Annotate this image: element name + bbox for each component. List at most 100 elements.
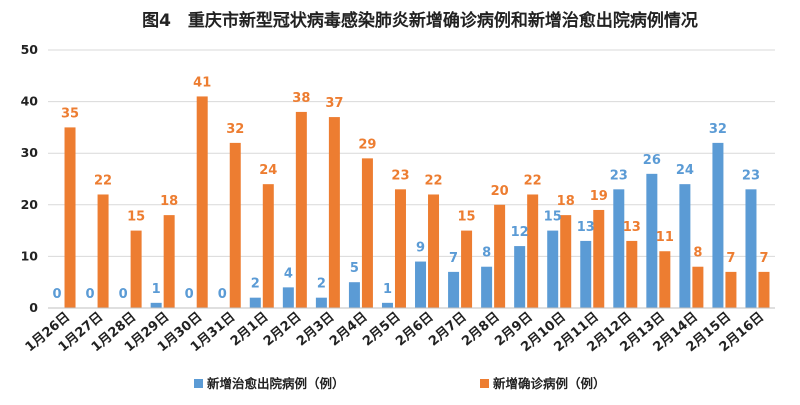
data-label-confirmed: 13 bbox=[623, 220, 641, 235]
y-tick-label: 50 bbox=[21, 42, 39, 57]
y-tick-label: 0 bbox=[29, 300, 38, 315]
chart-title: 图4 重庆市新型冠状病毒感染肺炎新增确诊病例和新增治愈出院病例情况 bbox=[142, 10, 698, 31]
data-label-confirmed: 15 bbox=[127, 210, 145, 225]
y-tick-label: 10 bbox=[21, 248, 39, 263]
data-label-recovered: 7 bbox=[449, 251, 458, 266]
bar-confirmed bbox=[196, 96, 208, 308]
legend-swatch-recovered bbox=[194, 379, 203, 388]
data-label-recovered: 0 bbox=[86, 287, 95, 302]
bar-recovered bbox=[348, 282, 360, 308]
data-label-confirmed: 32 bbox=[226, 122, 244, 137]
data-label-recovered: 4 bbox=[284, 266, 293, 281]
data-label-confirmed: 19 bbox=[590, 189, 608, 204]
data-label-confirmed: 15 bbox=[458, 210, 476, 225]
data-label-confirmed: 37 bbox=[325, 96, 343, 111]
data-label-recovered: 5 bbox=[350, 261, 359, 276]
data-label-confirmed: 11 bbox=[656, 230, 674, 245]
bar-recovered bbox=[282, 287, 294, 308]
bar-recovered bbox=[745, 189, 757, 308]
data-label-confirmed: 29 bbox=[358, 137, 376, 152]
gridlines bbox=[48, 49, 775, 257]
y-tick-label: 40 bbox=[21, 94, 39, 109]
bar-confirmed bbox=[692, 266, 704, 308]
data-label-recovered: 23 bbox=[742, 168, 760, 183]
bar-confirmed bbox=[394, 189, 406, 308]
data-label-recovered: 1 bbox=[152, 282, 161, 297]
bar-recovered bbox=[415, 261, 427, 308]
data-label-confirmed: 7 bbox=[726, 251, 735, 266]
bar-confirmed bbox=[163, 215, 175, 308]
bar-recovered bbox=[150, 302, 162, 308]
bar-recovered bbox=[646, 173, 658, 308]
bar-confirmed bbox=[130, 230, 142, 308]
bar-confirmed bbox=[461, 230, 473, 308]
data-label-recovered: 9 bbox=[416, 241, 425, 256]
bar-confirmed bbox=[97, 194, 109, 308]
legend-label-recovered: 新增治愈出院病例（例） bbox=[207, 376, 345, 391]
data-label-confirmed: 8 bbox=[693, 246, 702, 261]
data-label-recovered: 0 bbox=[185, 287, 194, 302]
bar-confirmed bbox=[262, 184, 274, 308]
data-label-recovered: 15 bbox=[544, 210, 562, 225]
data-label-confirmed: 7 bbox=[759, 251, 768, 266]
data-label-confirmed: 18 bbox=[160, 194, 178, 209]
data-label-recovered: 24 bbox=[676, 163, 694, 178]
data-label-confirmed: 41 bbox=[193, 75, 211, 90]
y-axis-ticks: 0 10 20 30 40 50 bbox=[21, 42, 39, 315]
bar-recovered bbox=[547, 230, 559, 308]
bar-confirmed bbox=[295, 111, 307, 308]
legend-label-confirmed: 新增确诊病例（例） bbox=[493, 376, 606, 391]
data-label-confirmed: 22 bbox=[94, 173, 112, 188]
bar-recovered bbox=[448, 271, 460, 308]
data-label-recovered: 13 bbox=[577, 220, 595, 235]
legend: 新增治愈出院病例（例） 新增确诊病例（例） bbox=[194, 376, 606, 391]
bar-recovered bbox=[249, 297, 261, 308]
bar-confirmed bbox=[229, 142, 241, 308]
bar-confirmed bbox=[527, 194, 539, 308]
data-label-recovered: 8 bbox=[482, 246, 491, 261]
bar-confirmed bbox=[494, 204, 506, 308]
data-label-recovered: 12 bbox=[511, 225, 529, 240]
bar-confirmed bbox=[560, 215, 572, 308]
data-label-confirmed: 20 bbox=[491, 184, 509, 199]
data-label-recovered: 1 bbox=[383, 282, 392, 297]
data-label-recovered: 23 bbox=[610, 168, 628, 183]
bar-recovered bbox=[712, 142, 724, 308]
data-label-confirmed: 35 bbox=[61, 106, 79, 121]
data-label-recovered: 2 bbox=[251, 277, 260, 292]
bar-confirmed bbox=[328, 117, 340, 308]
bar-recovered bbox=[481, 266, 493, 308]
data-label-recovered: 0 bbox=[218, 287, 227, 302]
data-label-recovered: 26 bbox=[643, 153, 661, 168]
data-label-recovered: 32 bbox=[709, 122, 727, 137]
bars bbox=[64, 96, 770, 309]
bar-confirmed bbox=[593, 209, 605, 308]
bar-confirmed bbox=[64, 127, 76, 309]
bar-recovered bbox=[679, 184, 691, 308]
legend-swatch-confirmed bbox=[480, 379, 489, 388]
bar-recovered bbox=[613, 189, 625, 308]
bar-confirmed bbox=[659, 251, 671, 308]
data-label-recovered: 0 bbox=[119, 287, 128, 302]
data-label-confirmed: 22 bbox=[424, 173, 442, 188]
bar-confirmed bbox=[725, 271, 737, 308]
y-tick-label: 20 bbox=[21, 197, 39, 212]
data-label-confirmed: 23 bbox=[391, 168, 409, 183]
bar-confirmed bbox=[361, 158, 373, 308]
y-tick-label: 30 bbox=[21, 145, 39, 160]
data-label-recovered: 2 bbox=[317, 277, 326, 292]
bar-confirmed bbox=[758, 271, 770, 308]
bar-recovered bbox=[514, 246, 526, 308]
data-label-confirmed: 24 bbox=[259, 163, 277, 178]
bar-recovered bbox=[315, 297, 327, 308]
bar-confirmed bbox=[428, 194, 440, 308]
x-axis-ticks: 1月26日1月27日1月28日1月29日1月30日1月31日2月1日2月2日2月… bbox=[23, 310, 767, 356]
data-label-recovered: 0 bbox=[52, 287, 61, 302]
data-label-confirmed: 22 bbox=[524, 173, 542, 188]
bar-recovered bbox=[580, 240, 592, 308]
bar-recovered bbox=[381, 302, 393, 308]
data-label-confirmed: 38 bbox=[292, 91, 310, 106]
data-label-confirmed: 18 bbox=[557, 194, 575, 209]
